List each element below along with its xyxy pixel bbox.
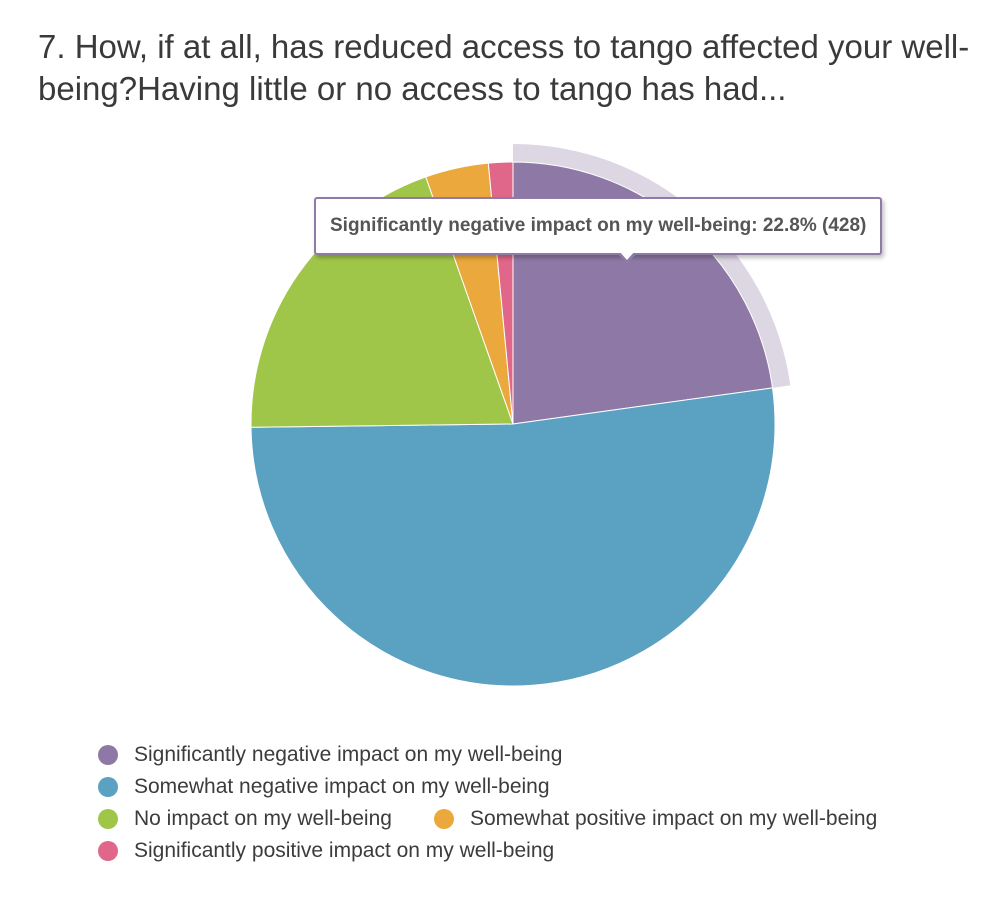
legend-dot-icon (98, 841, 118, 861)
legend-dot-icon (98, 809, 118, 829)
legend-label: Somewhat negative impact on my well-bein… (134, 775, 550, 798)
slice-tooltip: Significantly negative impact on my well… (314, 197, 883, 255)
legend-label: Significantly positive impact on my well… (134, 839, 555, 862)
chart-title: 7. How, if at all, has reduced access to… (38, 28, 970, 107)
legend-item-significantly-positive[interactable]: Significantly positive impact on my well… (98, 837, 554, 865)
legend-item-somewhat-positive[interactable]: Somewhat positive impact on my well-bein… (433, 805, 878, 833)
legend-label: Somewhat positive impact on my well-bein… (469, 807, 878, 830)
chart-legend: Significantly negative impact on my well… (98, 741, 978, 865)
tooltip-arrow-inner (619, 251, 635, 260)
legend-item-somewhat-negative[interactable]: Somewhat negative impact on my well-bein… (98, 773, 550, 801)
pie-slice-somewhat-negative-impact-on-my-well-being[interactable] (250, 387, 776, 687)
legend-label: Significantly negative impact on my well… (134, 743, 563, 766)
legend-dot-icon (433, 809, 454, 829)
legend-dot-icon (98, 745, 118, 765)
legend-label: No impact on my well-being (134, 807, 392, 830)
legend-item-no-impact[interactable]: No impact on my well-being (98, 805, 392, 833)
legend-item-significantly-negative[interactable]: Significantly negative impact on my well… (98, 741, 562, 769)
legend-dot-icon (98, 777, 118, 797)
